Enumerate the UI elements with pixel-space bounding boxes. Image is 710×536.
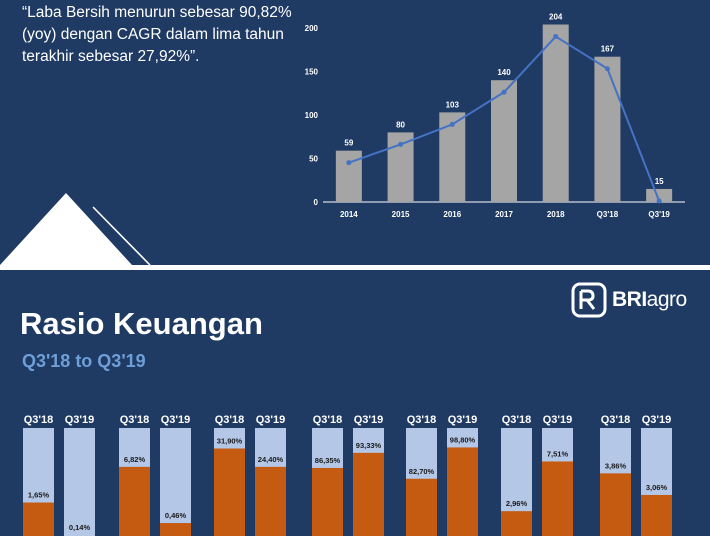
ratio-value-label: 1,65% xyxy=(28,491,50,500)
x-tick-label: 2018 xyxy=(547,210,565,219)
bar-fill xyxy=(501,511,532,536)
bar xyxy=(646,188,673,202)
bar-fill xyxy=(119,466,150,536)
period-label: Q3'19 xyxy=(65,414,95,426)
logo-text: BRIagro xyxy=(612,288,687,312)
ratio-charts: Q3'18 1,65% Q3'19 0,14% Q3'18 6,82% Q3'19 0,46%… xyxy=(23,414,672,536)
ratio-value-label: 0,46% xyxy=(165,511,187,520)
ratio-group: Q3'18 2,96% Q3'19 7,51% xyxy=(501,414,573,536)
x-tick-label: 2017 xyxy=(495,210,513,219)
ratio-group: Q3'18 1,65% Q3'19 0,14% xyxy=(23,414,95,536)
line-point xyxy=(656,198,662,204)
bar-fill xyxy=(641,494,672,536)
ratio-group: Q3'18 3,86% Q3'19 3,06% xyxy=(600,414,672,536)
bar-background xyxy=(160,428,191,536)
period-label: Q3'18 xyxy=(24,414,54,426)
data-label: 103 xyxy=(446,100,460,109)
bar-fill xyxy=(160,523,191,536)
bri-agro-logo: BRIagro xyxy=(571,282,687,318)
ratio-value-label: 2,96% xyxy=(506,499,528,508)
bar-fill xyxy=(447,447,478,536)
bar-fill xyxy=(600,473,631,536)
ratio-value-label: 24,40% xyxy=(258,455,284,464)
y-tick-label: 0 xyxy=(314,198,319,207)
data-label: 167 xyxy=(601,45,615,54)
ratio-value-label: 93,33% xyxy=(356,441,382,450)
ratio-value-label: 6,82% xyxy=(124,455,146,464)
period-label: Q3'19 xyxy=(543,414,573,426)
y-tick-label: 50 xyxy=(309,155,318,164)
y-tick-label: 200 xyxy=(305,24,319,33)
ratio-value-label: 0,14% xyxy=(69,523,91,532)
bar-background xyxy=(64,428,95,536)
line-point xyxy=(449,121,455,127)
line-point xyxy=(553,34,559,40)
ratio-value-label: 86,35% xyxy=(315,456,341,465)
ratio-value-label: 82,70% xyxy=(409,467,435,476)
y-tick-label: 150 xyxy=(305,68,319,77)
data-label: 140 xyxy=(497,68,511,77)
financial-ratio-panel: Rasio Keuangan Q3'18 to Q3'19 BRIagro Q3… xyxy=(0,270,710,536)
period-label: Q3'18 xyxy=(407,414,437,426)
x-tick-label: 2014 xyxy=(340,210,358,219)
net-profit-quote: “Laba Bersih menurun sebesar 90,82% (yoy… xyxy=(22,4,292,65)
x-tick-label: 2015 xyxy=(392,210,410,219)
period-label: Q3'18 xyxy=(120,414,150,426)
bar-fill xyxy=(23,502,54,536)
period-label: Q3'18 xyxy=(313,414,343,426)
data-label: 15 xyxy=(655,177,664,186)
ratio-value-label: 7,51% xyxy=(547,449,569,458)
ratio-value-label: 3,86% xyxy=(605,461,627,470)
logo-text-light: agro xyxy=(646,288,688,311)
bar xyxy=(335,150,362,202)
period-label: Q3'18 xyxy=(502,414,532,426)
data-label: 80 xyxy=(396,120,405,129)
period-label: Q3'19 xyxy=(256,414,286,426)
x-tick-label: 2016 xyxy=(443,210,461,219)
x-tick-label: Q3'19 xyxy=(648,210,670,219)
bri-logo-icon xyxy=(571,282,607,318)
data-label: 204 xyxy=(549,13,563,22)
ratio-value-label: 98,80% xyxy=(450,435,476,444)
ratio-value-label: 3,06% xyxy=(646,483,668,492)
section-title: Rasio Keuangan xyxy=(20,306,263,341)
net-profit-panel: “Laba Bersih menurun sebesar 90,82% (yoy… xyxy=(0,0,710,265)
bar xyxy=(594,56,621,203)
period-label: Q3'19 xyxy=(448,414,478,426)
line-point xyxy=(398,141,404,147)
data-label: 59 xyxy=(344,139,353,148)
period-label: Q3'19 xyxy=(642,414,672,426)
ratio-value-label: 31,90% xyxy=(217,437,243,446)
x-tick-label: Q3'18 xyxy=(597,210,619,219)
period-label: Q3'18 xyxy=(601,414,631,426)
bar-fill xyxy=(542,461,573,536)
bar xyxy=(542,24,569,202)
line-point xyxy=(604,66,610,72)
logo-text-bold: BRI xyxy=(612,288,647,311)
period-label: Q3'19 xyxy=(161,414,191,426)
y-tick-label: 100 xyxy=(305,111,319,120)
line-point xyxy=(346,160,352,166)
bar-fill xyxy=(353,452,384,536)
bar-fill xyxy=(255,466,286,536)
decorative-triangle xyxy=(0,193,151,265)
bar xyxy=(491,80,517,202)
bar-fill xyxy=(406,478,437,536)
ratio-group: Q3'18 86,35% Q3'19 93,33% xyxy=(312,414,384,536)
period-label: Q3'18 xyxy=(215,414,245,426)
bar-fill xyxy=(312,467,343,536)
ratio-group: Q3'18 82,70% Q3'19 98,80% xyxy=(406,414,478,536)
ratio-group: Q3'18 31,90% Q3'19 24,40% xyxy=(214,414,286,536)
period-label: Q3'19 xyxy=(354,414,384,426)
net-profit-chart: 59 80 103 140 204 167 15 0 50 100 150 200 2014 2015… xyxy=(305,13,685,219)
ratio-group: Q3'18 6,82% Q3'19 0,46% xyxy=(119,414,191,536)
bar-fill xyxy=(214,448,245,536)
line-point xyxy=(501,89,507,95)
section-subtitle: Q3'18 to Q3'19 xyxy=(22,351,146,371)
